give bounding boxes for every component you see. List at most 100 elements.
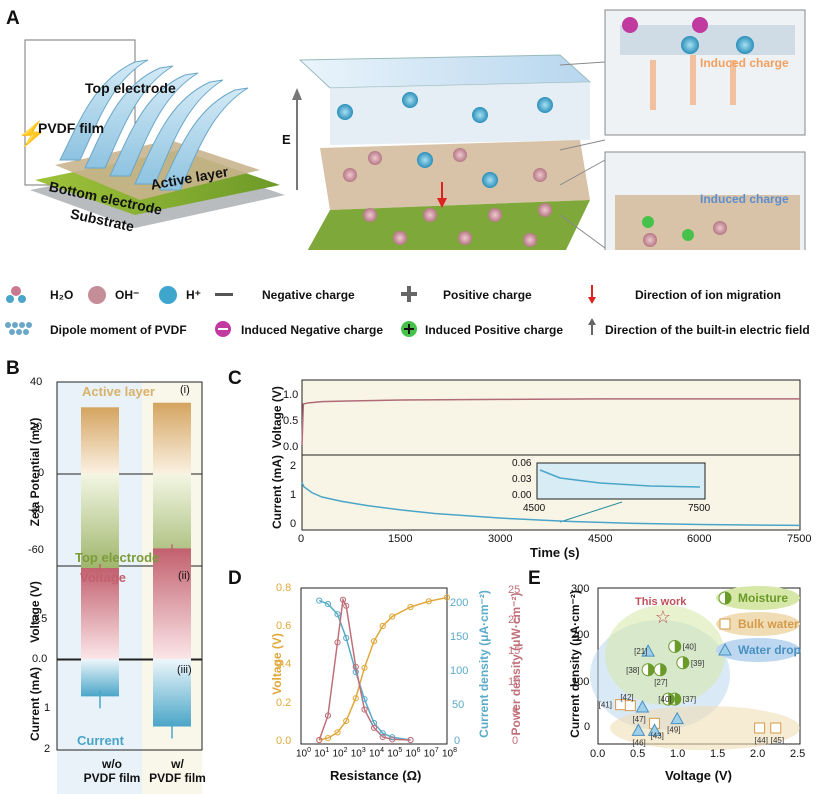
d-voltage-point	[343, 717, 350, 725]
d-current-density-point	[343, 634, 350, 642]
e-ref-label: [27]	[654, 678, 667, 687]
e-moisture-point-fill	[682, 656, 689, 669]
e-moisture-point-fill	[660, 663, 667, 676]
ion-migration-arrow-icon	[588, 285, 596, 304]
b-zt-m60: -60	[28, 544, 44, 556]
d-voltage-point	[379, 622, 386, 630]
b-active-layer-label: Active layer	[82, 384, 155, 399]
panel-c-chart	[301, 379, 801, 531]
d-cd-4: 0	[454, 735, 461, 747]
d-current-density-point	[316, 597, 323, 604]
d-power-density-point	[343, 602, 350, 609]
top-electrode-strips	[59, 59, 249, 191]
e-legend-bg-moisture	[716, 586, 800, 610]
d-voltage-point	[443, 594, 451, 601]
e-legend-moisture: Moisture	[738, 591, 789, 605]
legend-oh: OH⁻	[115, 288, 140, 302]
d-cd-0: 200	[450, 597, 469, 609]
d-power-density-line	[318, 597, 411, 741]
induced-charge-bottom: Induced charge	[700, 192, 789, 206]
legend-ion-migration: Direction of ion migration	[635, 288, 781, 302]
e-ref-label: [44]	[755, 736, 768, 745]
e-ref-label: [41]	[599, 701, 612, 710]
b-vt-00: 0.0	[32, 653, 48, 665]
panel-label-e: E	[528, 568, 541, 589]
d-voltage-point	[370, 638, 378, 645]
b-sub-iii: (iii)	[177, 664, 192, 676]
c-vt-2: 0.0	[283, 441, 299, 453]
e-ref-label: [40]	[683, 642, 696, 651]
d-pd-0: 25	[508, 584, 521, 596]
d-power-density-point	[324, 712, 332, 719]
panel-label-c: C	[228, 368, 242, 389]
b-vt-05: 0.5	[32, 613, 48, 625]
c-xt-0: 0	[298, 533, 305, 545]
label-top-electrode: Top electrode	[85, 80, 176, 96]
d-xtick-7: 107	[423, 747, 439, 760]
b-current-bar-0	[81, 659, 119, 697]
e-legend-bulk: Bulk water	[738, 617, 799, 631]
b-zeta-bar-0-0	[81, 407, 119, 474]
legend-negative-charge: Negative charge	[262, 288, 355, 302]
d-voltage-point	[324, 735, 332, 742]
e-moisture-point-fill	[674, 640, 681, 653]
c-inset-y0: 0.06	[512, 458, 532, 469]
b-voltage-bar-1	[153, 548, 191, 659]
e-water-drop-point	[631, 723, 646, 736]
b-xcat-1-line1: w/	[171, 757, 184, 771]
d-lt-4: 0.0	[276, 735, 292, 747]
e-xt-1: 0.5	[630, 748, 646, 760]
e-bulk-water-point	[754, 722, 766, 734]
b-sub-ii: (ii)	[178, 570, 191, 582]
panel-label-b: B	[6, 358, 20, 379]
e-yt-1: 200	[571, 629, 590, 641]
d-power-density-point	[339, 596, 347, 603]
d-power-density-point	[379, 733, 386, 741]
e-moisture-point-fill	[648, 663, 655, 676]
positive-charge-icon	[401, 286, 417, 302]
e-ref-label: [46]	[632, 738, 645, 747]
c-inset	[536, 462, 706, 500]
b-xcat-0: w/o PVDF film	[82, 757, 142, 785]
e-water-drop-point	[647, 723, 662, 736]
dipole-pvdf-icon	[5, 322, 32, 335]
b-xcat-1-line2: PVDF film	[149, 771, 206, 785]
d-xtick-8: 108	[442, 747, 458, 760]
e-ref-label: [47]	[632, 715, 645, 724]
b-voltage-label: Voltage	[80, 570, 126, 585]
d-voltage-line	[319, 596, 448, 741]
e-bulk-water-region	[610, 706, 800, 750]
b-zt-m30: -30	[28, 504, 44, 516]
label-pvdf-film: PVDF film	[38, 120, 105, 136]
e-water-drop-point	[635, 699, 650, 713]
e-legend-drop: Water drop	[738, 643, 801, 657]
legend-dipole: Dipole moment of PVDF	[50, 323, 187, 337]
c-vt-0: 1.0	[283, 389, 299, 401]
e-ref-label: [38]	[626, 666, 639, 675]
e-ref-label: [37]	[683, 695, 696, 704]
d-lt-0: 0.8	[276, 582, 292, 594]
legend-h2o: H₂O	[50, 288, 74, 302]
d-pd-3: 10	[508, 676, 521, 688]
d-voltage-point	[407, 603, 414, 611]
c-inset-y1: 0.03	[512, 474, 532, 485]
d-current-density-point	[361, 696, 368, 703]
e-yt-0: 300	[571, 583, 590, 595]
e-ref-label: [43]	[651, 731, 664, 740]
c-inset-x0: 4500	[523, 503, 546, 514]
d-xtick-2: 102	[332, 747, 348, 760]
panel-a-illustration: ⚡	[17, 9, 806, 250]
c-xt-2: 3000	[488, 533, 513, 545]
d-xtick-4: 104	[369, 747, 385, 760]
d-pd-4: 5	[512, 706, 519, 718]
e-this-work-star: ☆	[655, 607, 671, 627]
d-pd-1: 20	[508, 614, 521, 626]
b-zt-20: 20	[30, 421, 43, 433]
h2o-icon	[6, 286, 26, 303]
e-moisture-point-fill	[674, 693, 681, 706]
c-xt-4: 6000	[687, 533, 712, 545]
e-legend-bg-drop	[716, 638, 800, 662]
d-power-density-point	[361, 706, 368, 713]
e-yt-2: 100	[571, 676, 590, 688]
